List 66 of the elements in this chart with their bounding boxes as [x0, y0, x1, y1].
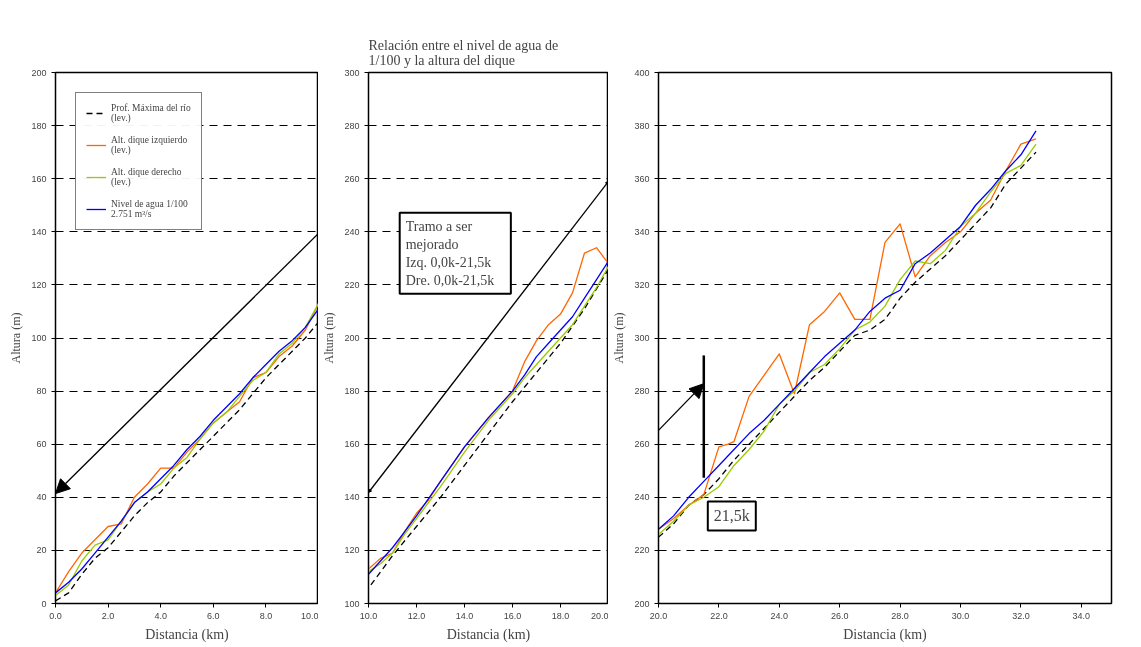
annotation: 21,5k [713, 507, 750, 525]
y-tick-label: 120 [344, 545, 360, 556]
x-tick-label: 22.0 [710, 610, 728, 621]
y-tick-label: 0 [41, 598, 47, 609]
legend-label: Prof. Máxima del río (lev.) [111, 103, 191, 123]
x-tick-label: 8.0 [259, 610, 273, 621]
y-tick-label: 200 [344, 333, 360, 343]
x-tick-label: 4.0 [154, 610, 167, 621]
legend-label: Alt. dique derecho (lev.) [111, 167, 182, 187]
annotation: Tramo a ser mejorado Izq. 0,0k-21,5k Dre. 0,0k-21,5k [405, 218, 495, 288]
chart-title: Relación entre el nivel de agua de 1/100 y la altura del dique [368, 37, 559, 68]
y-tick-label: 100 [344, 598, 360, 609]
y-tick-label: 20 [36, 545, 47, 556]
y-tick-label: 60 [36, 439, 47, 450]
x-tick-label: 6.0 [207, 610, 220, 621]
y-tick-label: 220 [344, 279, 360, 290]
y-tick-label: 240 [634, 492, 650, 503]
x-tick-label: 32.0 [1012, 610, 1030, 621]
y-tick-label: 160 [344, 439, 360, 450]
x-tick-label: 30.0 [951, 610, 970, 621]
y-tick-label: 260 [344, 173, 360, 184]
y-tick-label: 320 [634, 279, 650, 290]
legend-label: Nivel de agua 1/100 2.751 m³/s [111, 199, 188, 219]
y-tick-label: 80 [36, 386, 47, 397]
x-tick-label: 20.0 [649, 610, 668, 621]
x-tick-label: 20.0 [590, 610, 609, 621]
x-tick-label: 12.0 [407, 610, 426, 621]
y-tick-label: 300 [634, 333, 650, 343]
y-tick-label: 400 [634, 67, 650, 78]
y-axis-title: Altura (m) [9, 312, 24, 364]
y-tick-label: 280 [344, 120, 360, 131]
y-tick-label: 120 [31, 279, 47, 290]
y-tick-label: 280 [634, 386, 650, 397]
y-tick-label: 200 [634, 598, 650, 609]
y-tick-label: 220 [634, 545, 650, 556]
x-axis-title: Distancia (km) [446, 626, 531, 643]
x-tick-label: 10.0 [300, 610, 319, 621]
y-tick-label: 140 [31, 226, 47, 237]
x-tick-label: 18.0 [551, 610, 570, 621]
y-tick-label: 140 [344, 492, 360, 503]
x-tick-label: 10.0 [359, 610, 378, 621]
y-tick-label: 100 [31, 333, 47, 343]
y-tick-label: 260 [634, 439, 650, 450]
x-tick-label: 0.0 [49, 610, 62, 621]
x-tick-label: 28.0 [891, 610, 909, 621]
x-axis-title: Distancia (km) [145, 626, 230, 643]
y-tick-label: 380 [634, 120, 650, 131]
y-tick-label: 200 [31, 67, 47, 78]
y-tick-label: 360 [634, 173, 650, 184]
y-tick-label: 40 [36, 492, 47, 503]
x-tick-label: 16.0 [503, 610, 522, 621]
x-tick-label: 26.0 [830, 610, 849, 621]
y-axis-title: Altura (m) [322, 312, 337, 364]
x-tick-label: 2.0 [101, 610, 115, 621]
y-tick-label: 160 [31, 173, 47, 184]
x-axis-title: Distancia (km) [843, 626, 928, 643]
x-tick-label: 34.0 [1072, 610, 1091, 621]
y-axis-title: Altura (m) [612, 312, 627, 364]
y-tick-label: 340 [634, 226, 650, 237]
y-tick-label: 180 [344, 386, 360, 397]
y-tick-label: 180 [31, 120, 47, 131]
x-tick-label: 24.0 [770, 610, 789, 621]
y-tick-label: 240 [344, 226, 360, 237]
x-tick-label: 14.0 [455, 610, 474, 621]
legend-label: Alt. dique izquierdo (lev.) [111, 135, 188, 155]
y-tick-label: 300 [344, 67, 360, 78]
